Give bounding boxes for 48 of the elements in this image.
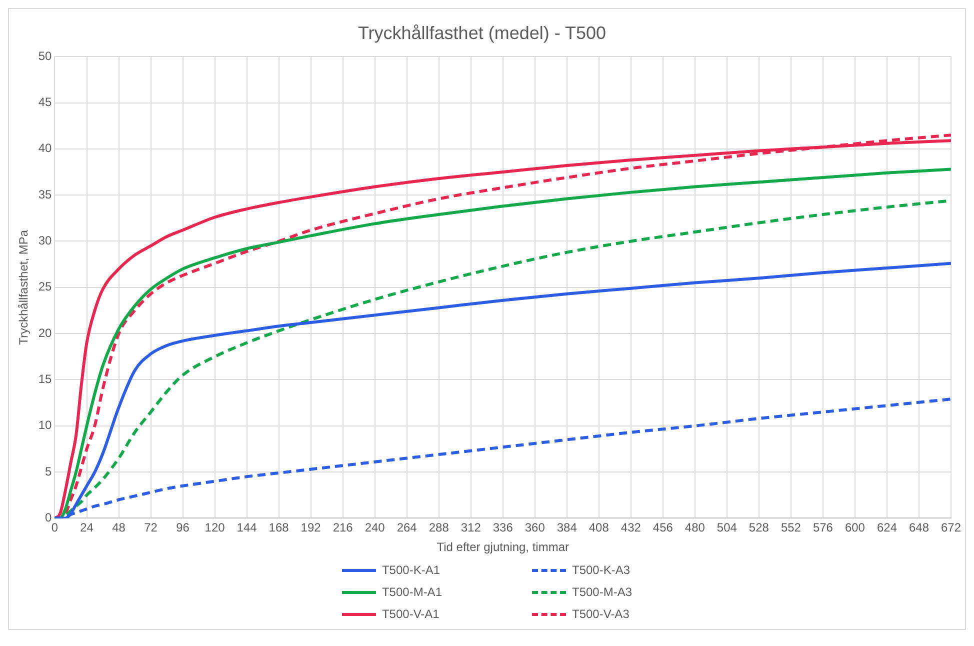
chart-title: Tryckhållfasthet (medel) - T500	[358, 22, 606, 43]
x-tick-label: 144	[236, 520, 258, 535]
x-tick-label: 120	[204, 520, 226, 535]
x-tick-label: 72	[144, 520, 158, 535]
legend-label: T500-M-A1	[382, 585, 442, 599]
legend-label: T500-K-A1	[382, 563, 440, 577]
y-tick-label: 10	[38, 418, 52, 432]
x-tick-label: 264	[396, 520, 418, 535]
x-tick-label: 528	[748, 520, 770, 535]
x-tick-label: 456	[652, 520, 674, 535]
x-tick-label: 288	[428, 520, 450, 535]
x-tick-label: 432	[620, 520, 642, 535]
x-tick-label: 576	[812, 520, 834, 535]
x-tick-label: 552	[780, 520, 802, 535]
x-tick-label: 216	[332, 520, 354, 535]
x-tick-label: 648	[908, 520, 930, 535]
x-tick-label: 360	[524, 520, 546, 535]
legend-label: T500-V-A3	[572, 607, 630, 621]
legend-label: T500-M-A3	[572, 585, 632, 599]
x-tick-label: 600	[844, 520, 866, 535]
y-tick-label: 15	[38, 372, 52, 386]
x-tick-label: 384	[556, 520, 578, 535]
x-tick-label: 24	[80, 520, 94, 535]
x-tick-label: 624	[876, 520, 898, 535]
x-tick-label: 504	[716, 520, 738, 535]
x-tick-label: 240	[364, 520, 386, 535]
x-tick-label: 312	[460, 520, 482, 535]
y-tick-label: 35	[38, 187, 52, 202]
x-tick-label: 48	[112, 520, 126, 535]
y-tick-label: 5	[45, 464, 52, 478]
x-tick-label: 408	[588, 520, 610, 535]
x-tick-label: 168	[268, 520, 290, 535]
x-tick-label: 96	[176, 520, 190, 535]
y-tick-label: 50	[38, 48, 52, 63]
x-tick-label: 672	[940, 520, 962, 535]
y-tick-label: 40	[38, 141, 52, 156]
y-tick-label: 0	[45, 510, 52, 525]
y-tick-label: 25	[38, 280, 52, 294]
legend-label: T500-K-A3	[572, 563, 630, 577]
x-tick-label: 336	[492, 520, 514, 535]
y-tick-label: 30	[38, 234, 52, 248]
x-tick-label: 480	[684, 520, 706, 535]
y-axis-title: Tryckhållfasthet, MPa	[16, 230, 31, 345]
legend-label: T500-V-A1	[382, 607, 440, 621]
x-tick-label: 192	[300, 520, 322, 535]
y-tick-label: 45	[38, 95, 52, 110]
y-tick-label: 20	[38, 326, 52, 340]
x-axis-title: Tid efter gjutning, timmar	[436, 540, 570, 554]
